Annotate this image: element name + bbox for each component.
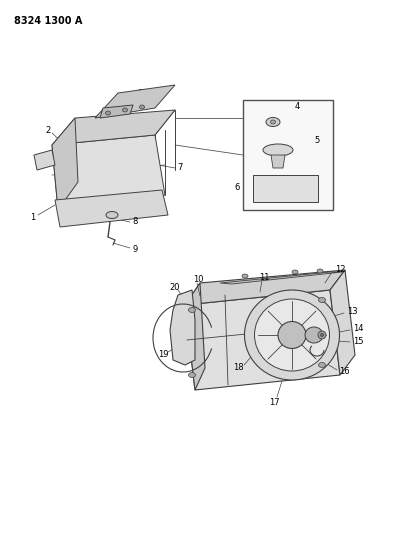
Ellipse shape: [270, 120, 275, 124]
Ellipse shape: [317, 331, 325, 339]
Polygon shape: [52, 118, 78, 210]
Text: 5: 5: [314, 135, 319, 144]
Ellipse shape: [139, 105, 144, 109]
Polygon shape: [55, 190, 168, 227]
Ellipse shape: [277, 321, 305, 349]
Polygon shape: [270, 155, 284, 168]
Polygon shape: [329, 270, 354, 375]
Text: 9: 9: [132, 246, 137, 254]
Text: 4: 4: [294, 101, 299, 110]
Ellipse shape: [318, 297, 325, 303]
Text: 8: 8: [132, 217, 137, 227]
Polygon shape: [34, 150, 55, 170]
Text: 20: 20: [169, 282, 180, 292]
Text: 13: 13: [346, 306, 356, 316]
Ellipse shape: [188, 373, 195, 377]
Ellipse shape: [316, 269, 322, 273]
Bar: [252, 175, 317, 202]
Polygon shape: [220, 272, 341, 284]
Text: 7: 7: [177, 164, 182, 173]
Ellipse shape: [254, 299, 329, 371]
Polygon shape: [52, 135, 164, 210]
Ellipse shape: [262, 144, 292, 156]
Text: 3: 3: [137, 88, 142, 98]
Ellipse shape: [106, 212, 118, 219]
Text: 12: 12: [334, 265, 344, 274]
Text: 18: 18: [232, 364, 243, 373]
Polygon shape: [184, 283, 204, 390]
Bar: [243, 100, 332, 210]
Ellipse shape: [265, 117, 279, 126]
Ellipse shape: [244, 290, 339, 380]
Text: 19: 19: [157, 351, 168, 359]
Text: 16: 16: [338, 367, 348, 376]
Ellipse shape: [188, 308, 195, 312]
Text: 6: 6: [234, 183, 239, 192]
Ellipse shape: [122, 108, 127, 112]
Polygon shape: [170, 290, 195, 365]
Text: 11: 11: [258, 272, 269, 281]
Polygon shape: [100, 105, 133, 118]
Text: 1: 1: [30, 214, 36, 222]
Ellipse shape: [320, 334, 323, 336]
Text: 10: 10: [192, 274, 203, 284]
Polygon shape: [95, 85, 175, 118]
Ellipse shape: [241, 274, 247, 278]
Text: 14: 14: [352, 325, 362, 334]
Text: 17: 17: [268, 399, 279, 408]
Polygon shape: [184, 270, 344, 305]
Text: 2: 2: [45, 125, 50, 134]
Ellipse shape: [304, 327, 322, 343]
Polygon shape: [52, 110, 175, 145]
Polygon shape: [184, 290, 339, 390]
Ellipse shape: [105, 111, 110, 115]
Text: 15: 15: [352, 337, 362, 346]
Text: 8324 1300 A: 8324 1300 A: [14, 16, 82, 26]
Ellipse shape: [318, 362, 325, 367]
Ellipse shape: [291, 270, 297, 274]
